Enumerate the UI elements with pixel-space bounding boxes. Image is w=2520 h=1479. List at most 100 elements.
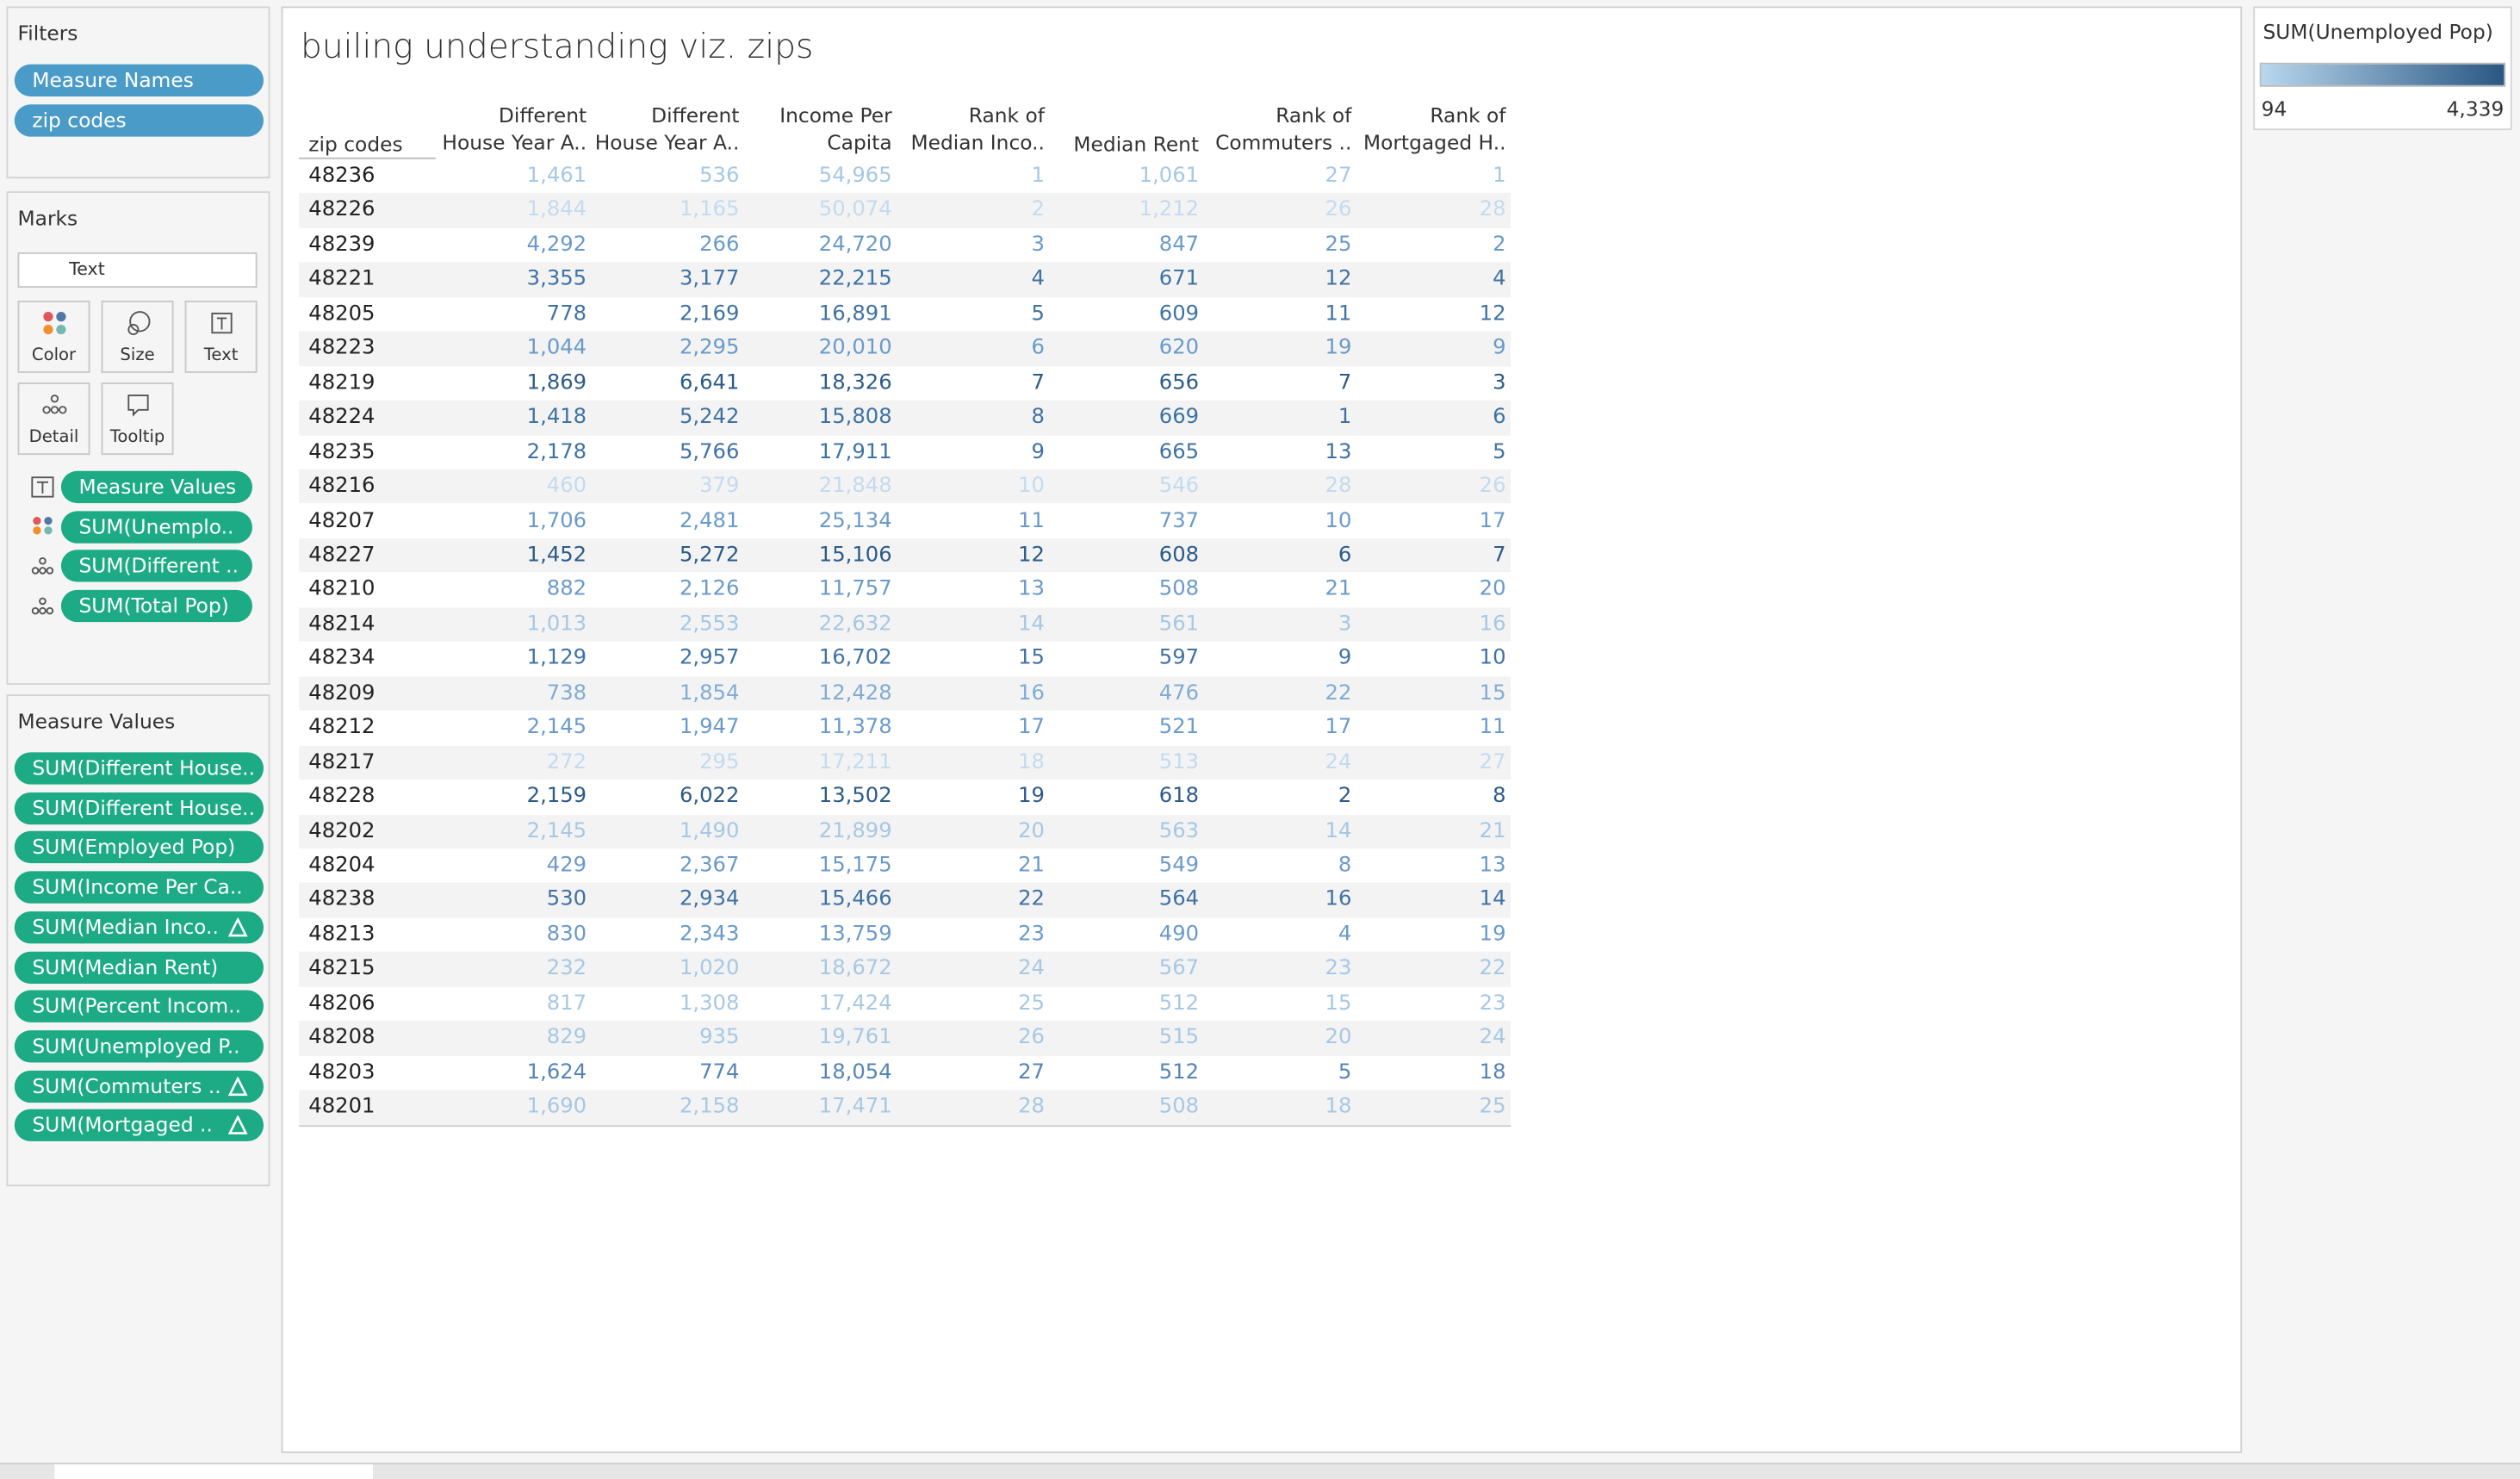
measure-pill[interactable]: SUM(Mortgaged .. <box>14 1109 264 1142</box>
zip-code: 48206 <box>308 991 376 1016</box>
legend-ramp <box>2259 62 2506 87</box>
calc-icon <box>227 1115 248 1135</box>
measure-pill[interactable]: SUM(Income Per Ca.. <box>14 871 264 904</box>
table-cell: 1,869 <box>526 370 587 395</box>
table-cell: 5,272 <box>679 543 740 568</box>
table-cell: 1,706 <box>526 508 587 533</box>
table-cell: 3,355 <box>526 267 587 292</box>
table-cell: 738 <box>546 680 587 705</box>
marks-pill[interactable]: SUM(Total Pop) <box>60 589 252 623</box>
table-cell: 1,947 <box>679 715 740 740</box>
table-cell: 10 <box>1479 646 1506 671</box>
table-cell: 15,808 <box>818 405 892 430</box>
table-cell: 12 <box>1325 267 1352 292</box>
table-cell: 9 <box>1493 336 1506 361</box>
table-cell: 2,957 <box>679 646 740 671</box>
row-stripe <box>299 193 1511 228</box>
filter-pill[interactable]: Measure Names <box>14 64 264 96</box>
table-cell: 54,965 <box>818 164 892 189</box>
measure-pill[interactable]: SUM(Different House.. <box>14 792 264 824</box>
table-cell: 1,020 <box>679 956 740 981</box>
mark-type-dropdown[interactable]: Text <box>17 252 258 289</box>
table-cell: 4 <box>1338 922 1352 947</box>
table-cell: 665 <box>1158 439 1200 464</box>
table-cell: 8 <box>1338 853 1352 878</box>
marks-pill[interactable]: SUM(Different .. <box>60 550 252 582</box>
table-cell: 4,292 <box>526 233 587 258</box>
table-cell: 512 <box>1158 1060 1200 1085</box>
table-bottom-rule <box>299 1124 1511 1127</box>
table-cell: 5,242 <box>679 405 740 430</box>
row-stripe <box>299 676 1511 712</box>
table-cell: 27 <box>1325 164 1352 189</box>
table-cell: 16,891 <box>818 301 892 326</box>
measure-pill[interactable]: SUM(Commuters .. <box>14 1070 264 1103</box>
table-cell: 25 <box>1018 991 1045 1016</box>
table-cell: 429 <box>546 853 587 878</box>
measure-pill[interactable]: SUM(Median Inco.. <box>14 910 264 944</box>
table-cell: 1,844 <box>526 198 587 223</box>
table-cell: 5 <box>1493 439 1506 464</box>
table-cell: 6 <box>1338 543 1352 568</box>
measure-pill[interactable]: SUM(Employed Pop) <box>14 831 264 864</box>
table-cell: 10 <box>1018 474 1045 499</box>
table-cell: 15,466 <box>818 887 892 912</box>
table-cell: 22 <box>1325 680 1352 705</box>
table-cell: 18 <box>1479 1060 1506 1085</box>
table-cell: 1,461 <box>526 164 587 189</box>
row-stripe <box>299 607 1511 643</box>
zip-code: 48238 <box>308 887 376 912</box>
marks-pill[interactable]: SUM(Unemplo.. <box>60 511 252 544</box>
table-cell: 546 <box>1158 474 1200 499</box>
table-cell: 9 <box>1031 439 1045 464</box>
table-cell: 17,211 <box>818 749 892 774</box>
measure-pill[interactable]: SUM(Different House.. <box>14 752 264 785</box>
table-cell: 564 <box>1158 887 1200 912</box>
table-cell: 2,343 <box>679 922 740 947</box>
table-cell: 2,158 <box>679 1095 740 1120</box>
table-cell: 508 <box>1158 577 1200 602</box>
table-cell: 12 <box>1479 301 1506 326</box>
measure-pill[interactable]: SUM(Median Rent) <box>14 950 264 984</box>
size-button[interactable]: Size <box>101 300 174 373</box>
table-cell: 549 <box>1158 853 1200 878</box>
button-label: Tooltip <box>109 427 165 447</box>
shelf-icons <box>31 476 54 615</box>
table-cell: 21 <box>1325 577 1352 602</box>
marks-pill[interactable]: Measure Values <box>60 470 252 504</box>
table-cell: 1,624 <box>526 1060 587 1085</box>
table-cell: 15,175 <box>818 853 892 878</box>
active-tab[interactable] <box>54 1464 373 1479</box>
filter-pill[interactable]: zip codes <box>14 104 264 137</box>
table-cell: 608 <box>1158 543 1200 568</box>
table-cell: 25 <box>1479 1095 1506 1120</box>
tooltip-button[interactable]: Tooltip <box>101 382 174 456</box>
table-cell: 2 <box>1338 784 1352 809</box>
table-cell: 1,418 <box>526 405 587 430</box>
table-cell: 3 <box>1031 233 1045 258</box>
detail-button[interactable]: Detail <box>17 382 90 456</box>
table-cell: 13 <box>1325 439 1352 464</box>
zip-code: 48235 <box>308 439 376 464</box>
zip-code: 48217 <box>308 749 376 774</box>
table-cell: 737 <box>1158 508 1200 533</box>
table-cell: 18,672 <box>818 956 892 981</box>
table-cell: 1,061 <box>1139 164 1200 189</box>
zip-code: 48209 <box>308 680 376 705</box>
table-cell: 2,169 <box>679 301 740 326</box>
table-cell: 2,145 <box>526 715 587 740</box>
table-cell: 232 <box>546 956 587 981</box>
zip-code: 48234 <box>308 646 376 671</box>
measure-pill[interactable]: SUM(Unemployed P.. <box>14 1029 264 1063</box>
color-button[interactable]: Color <box>17 300 90 373</box>
table-cell: 266 <box>699 233 740 258</box>
table-cell: 1,854 <box>679 680 740 705</box>
table-cell: 25,134 <box>818 508 892 533</box>
zip-code: 48216 <box>308 474 376 499</box>
table-cell: 1,212 <box>1139 198 1200 223</box>
measure-pill[interactable]: SUM(Percent Incom.. <box>14 990 264 1023</box>
table-cell: 24 <box>1325 749 1352 774</box>
table-cell: 18 <box>1325 1095 1352 1120</box>
table-cell: 26 <box>1325 198 1352 223</box>
text-button[interactable]: Text <box>184 300 258 373</box>
